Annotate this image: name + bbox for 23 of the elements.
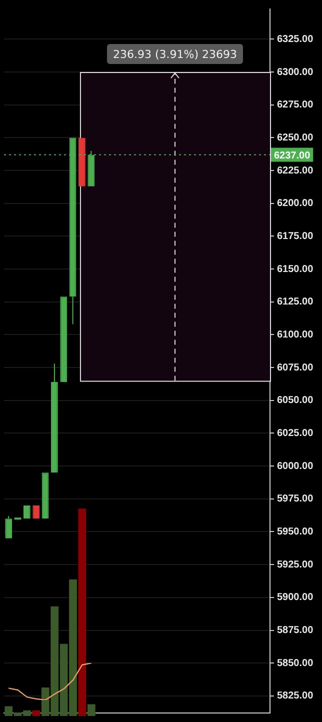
annotation: 236.93 (3.91%) 23693 <box>112 48 237 61</box>
y-tick-label: 6075.00 <box>277 362 314 374</box>
y-tick-label: 6000.00 <box>277 460 314 472</box>
y-tick-label: 6200.00 <box>277 198 314 210</box>
y-tick-label: 6050.00 <box>277 395 314 406</box>
y-tick-label: 5925.00 <box>277 559 314 570</box>
y-tick-label: 5850.00 <box>277 658 314 669</box>
y-tick-label: 5975.00 <box>277 494 314 505</box>
y-tick-label: 5875.00 <box>277 625 314 636</box>
y-tick-label: 6275.00 <box>277 100 314 111</box>
y-tick-label: 6325.00 <box>277 34 314 45</box>
y-tick-label: 6225.00 <box>277 165 314 176</box>
ref-line-label: 6237.00 <box>274 150 311 162</box>
y-tick-label: 6300.00 <box>277 66 314 78</box>
y-tick-label: 5825.00 <box>277 690 314 702</box>
y-tick-label: 5950.00 <box>277 526 314 538</box>
y-tick-label: 5900.00 <box>277 592 314 604</box>
y-tick-label: 6125.00 <box>277 296 314 308</box>
y-tick-label: 6025.00 <box>277 428 314 439</box>
y-tick-label: 6150.00 <box>277 264 314 275</box>
y-tick-label: 6175.00 <box>277 230 314 242</box>
y-tick-label: 6250.00 <box>277 132 314 144</box>
y-tick-label: 6100.00 <box>277 329 314 340</box>
